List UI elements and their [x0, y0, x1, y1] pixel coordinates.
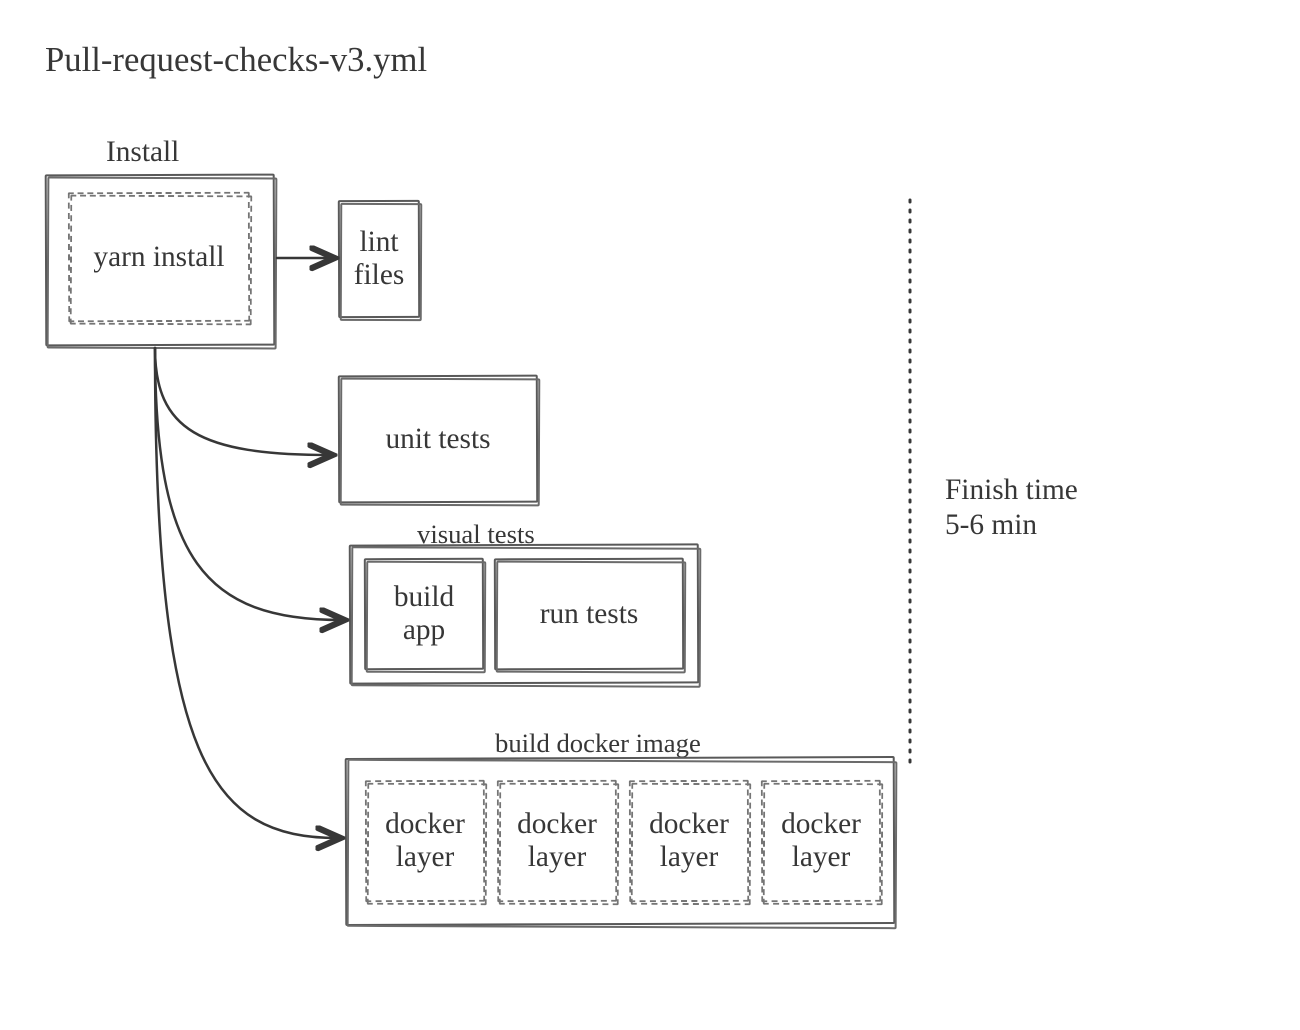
run-tests-text: run tests — [494, 558, 684, 670]
arrow-install-to-docker — [155, 348, 338, 838]
docker-layer-4-text: docker layer — [761, 780, 881, 902]
finish-time-label: Finish time 5-6 min — [945, 473, 1078, 543]
docker-layer-2-text: docker layer — [497, 780, 617, 902]
lint-files-text: lint files — [338, 200, 420, 318]
diagram-canvas: Pull-request-checks-v3.yml Install visua… — [0, 0, 1300, 1030]
docker-layer-1: docker layer — [365, 780, 485, 902]
arrow-install-to-visual — [155, 348, 342, 620]
diagram-title: Pull-request-checks-v3.yml — [45, 40, 427, 82]
run-tests-box: run tests — [494, 558, 684, 670]
lint-files-box: lint files — [338, 200, 420, 318]
docker-layer-2: docker layer — [497, 780, 617, 902]
build-app-text: build app — [364, 558, 484, 670]
docker-layer-1-text: docker layer — [365, 780, 485, 902]
arrow-install-to-unit — [155, 348, 330, 455]
docker-layer-3: docker layer — [629, 780, 749, 902]
unit-tests-box: unit tests — [338, 375, 538, 503]
yarn-install-text: yarn install — [68, 192, 250, 322]
docker-layer-4: docker layer — [761, 780, 881, 902]
build-docker-label: build docker image — [495, 727, 701, 759]
yarn-install-box: yarn install — [68, 192, 250, 322]
unit-tests-text: unit tests — [338, 375, 538, 503]
install-label: Install — [106, 135, 179, 170]
build-app-box: build app — [364, 558, 484, 670]
docker-layer-3-text: docker layer — [629, 780, 749, 902]
